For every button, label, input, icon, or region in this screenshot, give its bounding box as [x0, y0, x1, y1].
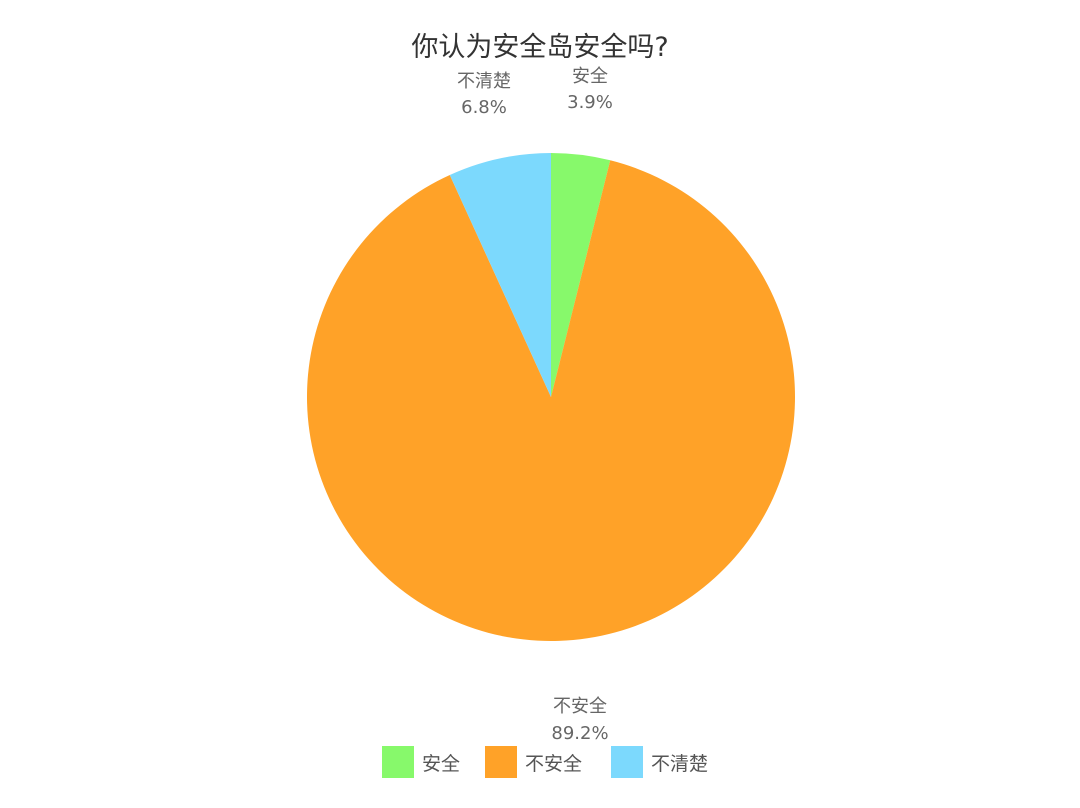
slice-label: 不安全 [553, 696, 607, 717]
legend-item-1[interactable]: 不安全 [485, 746, 582, 778]
legend-swatch [485, 746, 517, 778]
legend-swatch [382, 746, 414, 778]
pie-slice-0[interactable] [551, 153, 611, 397]
legend-item-2[interactable]: 不清楚 [611, 746, 708, 778]
pie-slice-2[interactable] [449, 153, 551, 397]
slice-percent-label: 6.8% [461, 97, 507, 118]
slice-label: 不清楚 [457, 71, 511, 92]
chart-title: 你认为安全岛安全吗? [411, 32, 668, 63]
legend-label: 安全 [422, 753, 460, 775]
legend-label: 不安全 [525, 753, 582, 775]
slice-percent-label: 3.9% [567, 92, 613, 113]
legend-swatch [611, 746, 643, 778]
slice-percent-label: 89.2% [551, 723, 608, 744]
legend-label: 不清楚 [651, 753, 708, 775]
pie-slice-1[interactable] [306, 160, 795, 641]
legend-item-0[interactable]: 安全 [382, 746, 460, 778]
slice-label: 安全 [572, 66, 608, 87]
